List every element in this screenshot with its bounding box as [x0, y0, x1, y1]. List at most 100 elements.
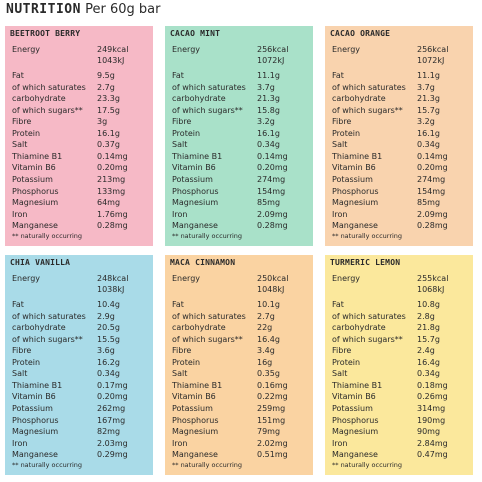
row-label: Protein [332, 357, 361, 367]
row-label: Magnesium [172, 198, 219, 208]
row-value: 16.4g [417, 357, 440, 367]
row-label: of which sugars** [12, 334, 83, 344]
row-value: 3.7g [257, 82, 275, 92]
row-value: 0.29mg [97, 450, 128, 460]
footnote: ** naturally occurring [332, 232, 403, 240]
row-value: 82mg [97, 427, 121, 437]
row-label: Energy [172, 45, 201, 54]
footnote: ** naturally occurring [332, 461, 403, 469]
row-value: 0.20mg [417, 163, 448, 173]
row-value: 0.35g [257, 369, 280, 379]
row-value: 256kcal [417, 45, 449, 54]
row-value: 15.8g [257, 105, 280, 115]
row-label: Vitamin B6 [12, 392, 56, 402]
row-label: Phosphorus [332, 415, 379, 425]
row-value: 21.3g [257, 94, 280, 104]
row-value: 154mg [257, 186, 286, 196]
row-value: 0.14mg [97, 151, 128, 161]
row-label: Manganese [332, 221, 378, 231]
row-label: Manganese [12, 221, 58, 231]
row-label: Salt [332, 369, 348, 379]
row-value: 0.20mg [97, 392, 128, 402]
row-value: 0.34g [257, 140, 280, 150]
row-label: Vitamin B6 [12, 163, 56, 173]
row-value: 3.2g [257, 117, 275, 127]
row-label: Magnesium [332, 198, 379, 208]
row-value: 0.37g [97, 140, 120, 150]
row-label: Phosphorus [12, 415, 59, 425]
row-label: Magnesium [172, 427, 219, 437]
row-label: Thiamine B1 [172, 151, 223, 161]
panel-name: MACA CINNAMON [170, 258, 236, 267]
row-value: 2.7g [97, 82, 115, 92]
row-value: 2.84mg [417, 438, 448, 448]
row-value: 0.34g [417, 369, 440, 379]
row-label: Vitamin B6 [172, 163, 216, 173]
row-value: 256kcal [257, 45, 289, 54]
row-label: Manganese [172, 450, 218, 460]
row-value: 2.09mg [417, 209, 448, 219]
row-label: Iron [332, 209, 348, 219]
row-label: Energy [332, 274, 361, 283]
row-label: Phosphorus [332, 186, 379, 196]
row-value: 167mg [97, 415, 126, 425]
row-label: Fat [172, 71, 184, 80]
row-label: Phosphorus [172, 186, 219, 196]
row-value: 2.03mg [97, 438, 128, 448]
row-value: 0.14mg [257, 151, 288, 161]
row-value: 9.5g [97, 71, 115, 80]
row-label: Potassium [172, 174, 213, 184]
row-value: 15.7g [417, 334, 440, 344]
row-value: 0.26mg [417, 392, 448, 402]
row-label: Fibre [332, 117, 352, 127]
row-value: 213mg [97, 174, 126, 184]
row-value: 10.8g [417, 300, 440, 309]
row-value: 255kcal [417, 274, 449, 283]
row-value: 16.1g [97, 128, 120, 138]
row-label: carbohydrate [12, 94, 66, 104]
row-label: Fat [332, 300, 344, 309]
row-value: 1072kJ [257, 56, 285, 65]
row-value: 259mg [257, 403, 286, 413]
row-label: Fibre [172, 346, 192, 356]
row-label: Energy [332, 45, 361, 54]
row-label: of which saturates [172, 311, 246, 321]
row-value: 3.6g [97, 346, 115, 356]
row-label: Magnesium [12, 427, 59, 437]
row-value: 90mg [417, 427, 441, 437]
row-label: Manganese [332, 450, 378, 460]
row-label: Thiamine B1 [332, 151, 383, 161]
row-label: Fibre [12, 117, 32, 127]
row-value: 1068kJ [417, 285, 445, 294]
row-value: 17.5g [97, 105, 120, 115]
row-label: Iron [12, 209, 28, 219]
row-value: 2.09mg [257, 209, 288, 219]
row-value: 15.7g [417, 105, 440, 115]
row-label: Fibre [332, 346, 352, 356]
row-label: Protein [172, 128, 201, 138]
row-value: 85mg [257, 198, 281, 208]
row-label: of which sugars** [332, 105, 403, 115]
row-value: 1.76mg [97, 209, 128, 219]
row-value: 85mg [417, 198, 441, 208]
row-label: Fat [172, 300, 184, 309]
nutrition-panel: CACAO ORANGE Energy 256kcal 1072kJ Fat 11.1g o… [325, 26, 473, 246]
row-label: Potassium [172, 403, 213, 413]
row-value: 0.28mg [417, 221, 448, 231]
row-label: Manganese [12, 450, 58, 460]
panel-name: TURMERIC LEMON [330, 258, 401, 267]
row-value: 0.34g [417, 140, 440, 150]
row-value: 3g [97, 117, 108, 127]
row-label: Iron [12, 438, 28, 448]
row-label: Iron [172, 438, 188, 448]
row-label: of which sugars** [332, 334, 403, 344]
panel-name: CACAO MINT [170, 29, 221, 38]
footnote: ** naturally occurring [12, 461, 83, 469]
title: NUTRITION [6, 2, 81, 17]
row-value: 0.16mg [257, 380, 288, 390]
row-value: 250kcal [257, 274, 289, 283]
row-label: Fat [12, 300, 24, 309]
row-value: 1072kJ [417, 56, 445, 65]
row-label: Fibre [172, 117, 192, 127]
row-value: 10.4g [97, 300, 120, 309]
